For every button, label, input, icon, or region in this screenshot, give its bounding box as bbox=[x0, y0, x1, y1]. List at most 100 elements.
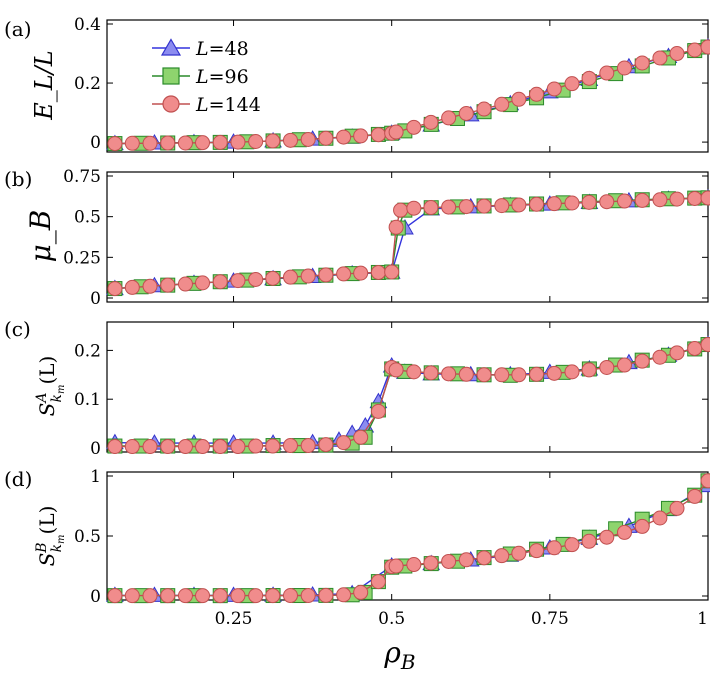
data-point-circle bbox=[336, 587, 352, 603]
data-point-circle bbox=[265, 588, 281, 604]
panel-label-c: (c) bbox=[4, 317, 31, 341]
y-tick-label: 0.1 bbox=[74, 390, 101, 410]
data-point-circle bbox=[282, 588, 298, 604]
data-point-circle bbox=[406, 557, 422, 573]
data-point-circle bbox=[353, 429, 369, 445]
data-point-circle bbox=[265, 133, 281, 149]
legend-marker-circle bbox=[162, 95, 180, 113]
panel-frame bbox=[106, 171, 709, 303]
ylabel-a-main: E_L/L bbox=[30, 50, 58, 120]
data-point-circle bbox=[423, 555, 439, 571]
data-point-circle bbox=[616, 193, 632, 209]
data-point-circle bbox=[248, 438, 264, 454]
data-point-circle bbox=[300, 438, 316, 454]
data-point-circle bbox=[581, 533, 597, 549]
panel-d: (d) 0 0.5 1 0.25 0.5 0.75 1 bbox=[4, 467, 710, 629]
data-point-circle bbox=[634, 353, 650, 369]
y-tick-label: 0.5 bbox=[74, 527, 101, 547]
series-l48 bbox=[106, 335, 710, 450]
ylabel-c-arg: (L) bbox=[35, 356, 59, 385]
data-point-circle bbox=[370, 403, 386, 419]
data-point-circle bbox=[300, 131, 316, 147]
legend-marker-triangle bbox=[160, 38, 182, 56]
y-tick-label: 0 bbox=[90, 133, 101, 153]
panel-frame bbox=[106, 321, 709, 453]
data-point-circle bbox=[393, 202, 409, 218]
data-point-circle bbox=[282, 132, 298, 148]
series-l96 bbox=[107, 473, 710, 604]
ylabel-d-arg: (L) bbox=[35, 506, 59, 535]
data-point-circle bbox=[529, 543, 545, 559]
ylabel-b: μ_B bbox=[24, 210, 57, 263]
data-point-circle bbox=[476, 198, 492, 214]
data-point-circle bbox=[248, 134, 264, 150]
data-point-circle bbox=[687, 488, 703, 504]
data-point-circle bbox=[529, 366, 545, 382]
data-point-circle bbox=[212, 274, 228, 290]
data-point-circle bbox=[564, 364, 580, 380]
y-tick-label: 0.25 bbox=[63, 248, 101, 268]
data-point-circle bbox=[265, 438, 281, 454]
data-point-circle bbox=[476, 101, 492, 117]
ylabel-d-S: S bbox=[35, 553, 59, 567]
data-point-circle bbox=[441, 110, 457, 126]
data-point-circle bbox=[177, 135, 193, 151]
data-point-circle bbox=[142, 588, 158, 604]
data-point-circle bbox=[212, 439, 228, 455]
data-point-circle bbox=[616, 357, 632, 373]
data-point-circle bbox=[634, 518, 650, 534]
legend-l48-symbol: L bbox=[195, 38, 209, 60]
panel-c: (c) 0 0.1 0.2 bbox=[4, 317, 710, 459]
data-point-circle bbox=[406, 364, 422, 380]
data-point-circle bbox=[511, 367, 527, 383]
data-point-circle bbox=[652, 50, 668, 66]
data-point-circle bbox=[388, 362, 404, 378]
data-point-circle bbox=[634, 192, 650, 208]
ylabel-d-sub: k bbox=[49, 544, 65, 552]
x-tick-label: 1 bbox=[697, 609, 708, 629]
data-point-circle bbox=[494, 198, 510, 214]
panel-label-a: (a) bbox=[4, 17, 32, 41]
panel-b: (b) 0 0.25 0.5 0.75 bbox=[4, 167, 710, 309]
data-point-circle bbox=[581, 362, 597, 378]
panel-label-d: (d) bbox=[4, 467, 32, 491]
series-l144 bbox=[107, 473, 710, 604]
data-point-circle bbox=[353, 128, 369, 144]
data-point-circle bbox=[107, 281, 123, 297]
series-l144 bbox=[107, 39, 710, 152]
data-point-circle bbox=[406, 200, 422, 216]
legend-l48-value: 48 bbox=[225, 38, 249, 60]
data-point-circle bbox=[353, 265, 369, 281]
data-point-circle bbox=[564, 195, 580, 211]
data-point-circle bbox=[546, 196, 562, 212]
data-point-circle bbox=[370, 574, 386, 590]
data-point-circle bbox=[599, 65, 615, 81]
data-point-circle bbox=[458, 552, 474, 568]
data-point-circle bbox=[195, 588, 211, 604]
data-point-circle bbox=[248, 271, 264, 287]
data-point-circle bbox=[599, 194, 615, 210]
data-point-circle bbox=[107, 136, 123, 152]
data-point-circle bbox=[687, 190, 703, 206]
y-tick-label: 0 bbox=[90, 439, 101, 459]
series-line bbox=[114, 480, 709, 597]
data-point-circle bbox=[669, 46, 685, 62]
data-point-circle bbox=[581, 194, 597, 210]
data-point-circle bbox=[370, 264, 386, 280]
data-point-circle bbox=[107, 439, 123, 455]
data-point-circle bbox=[423, 200, 439, 216]
data-point-circle bbox=[318, 587, 334, 603]
data-point-circle bbox=[546, 365, 562, 381]
svg-text:SBkm(L): SBkm(L) bbox=[34, 506, 67, 567]
data-point-circle bbox=[318, 267, 334, 283]
data-point-circle bbox=[160, 439, 176, 455]
y-tick-label: 1 bbox=[90, 467, 101, 487]
data-point-circle bbox=[441, 366, 457, 382]
ylabel-c-subsub: m bbox=[56, 385, 67, 394]
ylabel-d-subsub: m bbox=[56, 534, 67, 543]
data-point-circle bbox=[212, 134, 228, 150]
y-tick-label: 0 bbox=[90, 289, 101, 309]
series-l48 bbox=[106, 476, 710, 602]
data-point-circle bbox=[476, 550, 492, 566]
